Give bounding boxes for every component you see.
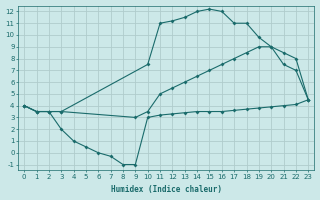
X-axis label: Humidex (Indice chaleur): Humidex (Indice chaleur) bbox=[111, 185, 222, 194]
